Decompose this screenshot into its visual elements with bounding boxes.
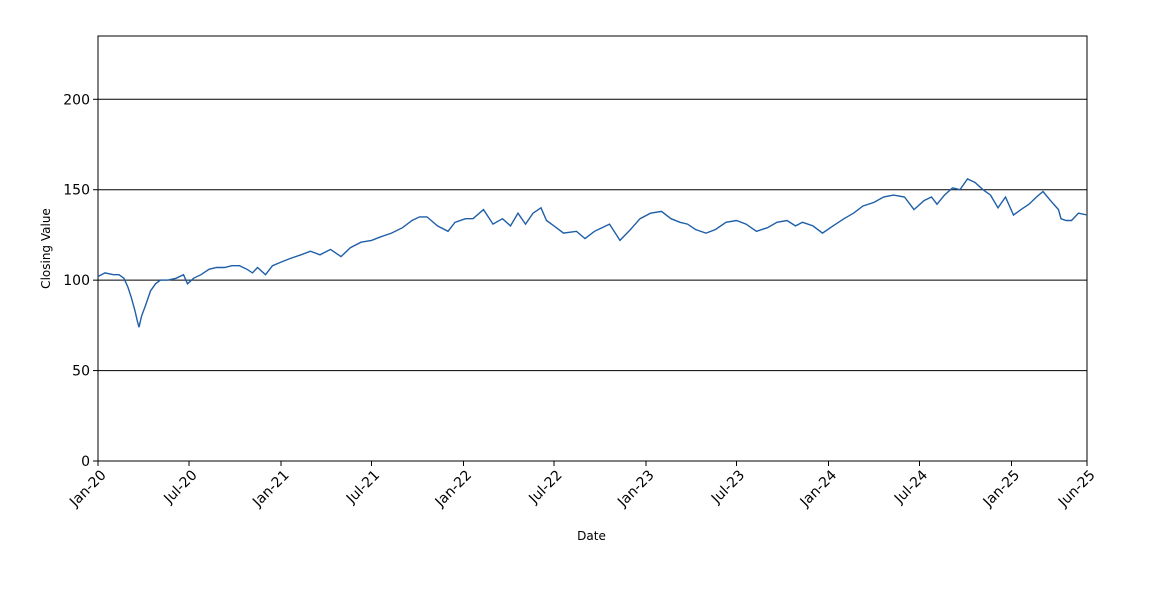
x-tick-label: Jan-25 xyxy=(980,467,1023,510)
y-axis-title: Closing Value xyxy=(39,208,53,289)
y-tick-label: 150 xyxy=(63,183,90,199)
x-tick-label: Jul-22 xyxy=(525,467,565,507)
y-tick-label: 50 xyxy=(72,364,90,380)
x-axis-title: Date xyxy=(577,529,606,543)
x-tick-label: Jan-22 xyxy=(432,467,475,510)
x-tick-label: Jun-25 xyxy=(1055,467,1099,511)
series-line-closing-value xyxy=(97,178,1088,328)
x-tick-label: Jan-23 xyxy=(614,467,657,510)
y-tick-label: 100 xyxy=(63,273,90,289)
x-tick-label: Jul-23 xyxy=(708,467,748,507)
plot-area xyxy=(97,35,1088,462)
x-axis: Jan-20 Jul-20 Jan-21 Jul-21 Jan-22 Jul-22 Jan-… xyxy=(66,461,1099,511)
x-tick-label: Jan-24 xyxy=(797,467,841,511)
x-tick-label: Jan-20 xyxy=(66,467,109,510)
gridlines xyxy=(98,98,1087,462)
x-tick-label: Jul-20 xyxy=(160,467,200,507)
y-tick-label: 200 xyxy=(63,92,90,108)
x-tick-label: Jul-21 xyxy=(343,467,383,507)
y-axis: 0 50 100 150 200 xyxy=(63,92,98,470)
y-tick-label: 0 xyxy=(81,454,90,470)
x-tick-label: Jan-21 xyxy=(249,467,292,510)
x-tick-label: Jul-24 xyxy=(891,467,931,507)
